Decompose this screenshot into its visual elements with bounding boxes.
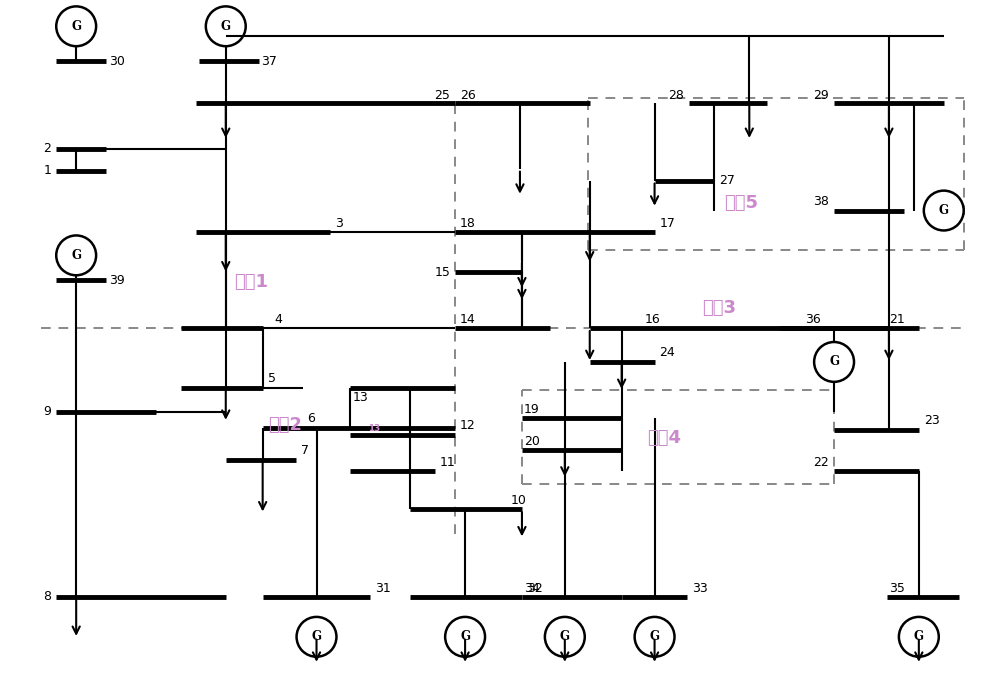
Text: 35: 35 [889,582,905,595]
Text: ₁₃: ₁₃ [368,420,380,434]
Text: 24: 24 [660,346,675,359]
Text: 分区3: 分区3 [702,299,736,317]
Text: 17: 17 [660,217,675,230]
Text: 34: 34 [524,582,540,595]
Text: 30: 30 [109,55,125,68]
Text: G: G [914,631,924,643]
Text: 27: 27 [719,174,735,187]
Text: 36: 36 [805,313,821,326]
Text: 19: 19 [524,403,540,416]
Text: G: G [460,631,470,643]
Text: 5: 5 [268,373,276,385]
Text: 2: 2 [43,142,51,155]
Text: 18: 18 [460,217,476,230]
Text: 21: 21 [889,313,905,326]
Text: 分区1: 分区1 [234,273,268,291]
Text: 31: 31 [375,582,391,595]
Text: 6: 6 [308,412,315,425]
Text: 分区4: 分区4 [648,428,682,446]
Text: 23: 23 [924,414,940,427]
Text: G: G [829,355,839,368]
Text: 26: 26 [460,88,476,101]
Text: G: G [312,631,322,643]
Text: 39: 39 [109,274,125,287]
Text: G: G [221,20,231,33]
Text: 7: 7 [301,444,309,457]
Text: 分区2: 分区2 [269,415,303,434]
Text: 37: 37 [261,55,277,68]
Text: 8: 8 [43,591,51,604]
Text: 14: 14 [460,313,476,326]
Text: 20: 20 [524,435,540,448]
Text: G: G [71,249,81,262]
Text: 16: 16 [645,313,660,326]
Text: 12: 12 [460,419,476,432]
Text: G: G [939,204,949,217]
Text: 32: 32 [527,582,543,595]
Text: 9: 9 [43,405,51,418]
Text: 1: 1 [43,164,51,177]
Text: 13: 13 [352,391,368,404]
Text: G: G [71,20,81,33]
Text: 分区5: 分区5 [724,194,758,212]
Text: 25: 25 [434,88,450,101]
Text: G: G [560,631,570,643]
Text: 33: 33 [692,582,708,595]
Text: 15: 15 [434,266,450,279]
Text: 38: 38 [813,195,829,208]
Text: 3: 3 [335,217,343,230]
Text: 28: 28 [669,88,684,101]
Text: G: G [650,631,660,643]
Text: 4: 4 [275,313,283,326]
Text: 11: 11 [440,456,456,469]
Text: 22: 22 [813,456,829,469]
Text: 29: 29 [813,88,829,101]
Text: 10: 10 [511,494,527,507]
